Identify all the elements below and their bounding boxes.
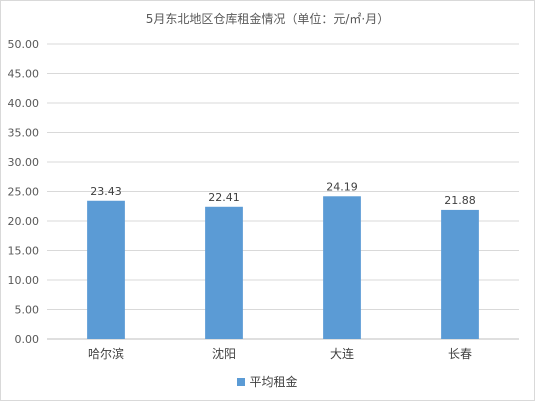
chart-title: 5月东北地区仓库租金情况（单位：元/㎡·月） [145,12,390,26]
y-tick-label: 0.00 [15,333,40,346]
bar [323,196,361,339]
y-tick-label: 15.00 [8,245,40,258]
bar [87,200,125,339]
y-tick-label: 35.00 [8,127,40,140]
data-label: 22.41 [208,191,240,204]
x-category-label: 哈尔滨 [88,346,124,361]
data-label: 21.88 [444,194,476,207]
legend: 平均租金 [0,373,535,390]
y-tick-label: 25.00 [8,186,40,199]
y-tick-label: 30.00 [8,156,40,169]
data-label: 24.19 [326,180,358,193]
data-label: 23.43 [90,185,122,198]
y-tick-label: 20.00 [8,215,40,228]
bar [441,209,479,339]
y-tick-label: 10.00 [8,274,40,287]
x-category-label: 长春 [448,347,472,361]
legend-swatch [237,377,246,386]
legend-label: 平均租金 [249,375,298,389]
y-tick-label: 5.00 [15,304,40,317]
x-category-label: 大连 [330,346,354,361]
bar [205,206,243,339]
x-category-label: 沈阳 [212,346,236,361]
y-tick-label: 40.00 [8,97,40,110]
y-tick-label: 45.00 [8,68,40,81]
y-tick-label: 50.00 [8,38,40,51]
